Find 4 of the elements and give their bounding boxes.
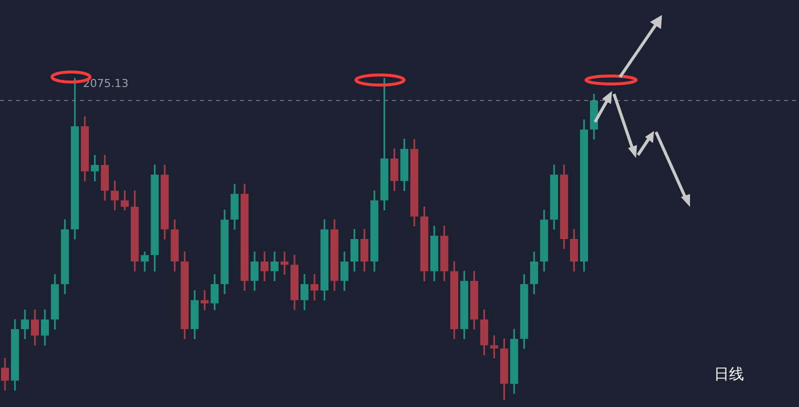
- text: 日线: [714, 365, 744, 384]
- candlestick: [310, 274, 318, 301]
- candlestick: [280, 252, 289, 275]
- annotation: 2075.13: [83, 76, 128, 90]
